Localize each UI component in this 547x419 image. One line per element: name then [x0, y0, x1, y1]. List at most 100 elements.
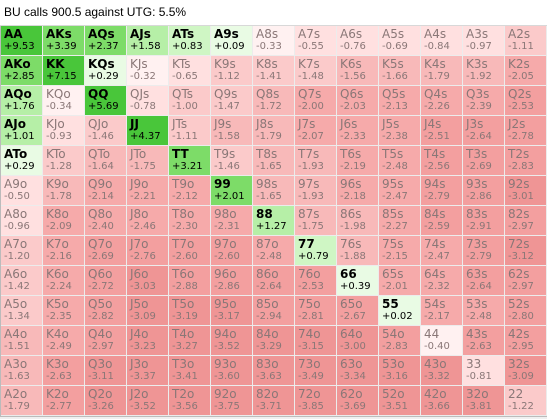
range-cell[interactable]: QTs -1.00	[169, 86, 211, 116]
range-cell[interactable]: J4o -3.23	[127, 326, 169, 356]
range-cell[interactable]: 73s -2.79	[463, 236, 505, 266]
range-cell[interactable]: K4o -2.49	[43, 326, 85, 356]
range-cell[interactable]: A5o -1.34	[1, 296, 43, 326]
range-cell[interactable]: Q3o -3.11	[85, 356, 127, 386]
range-cell[interactable]: 72s -3.12	[505, 236, 547, 266]
range-cell[interactable]: A9o -0.50	[1, 176, 43, 206]
range-cell[interactable]: J7o -2.76	[127, 236, 169, 266]
range-cell[interactable]: J3o -3.37	[127, 356, 169, 386]
range-cell[interactable]: 97o -2.60	[211, 236, 253, 266]
range-cell[interactable]: 84o -3.29	[253, 326, 295, 356]
range-cell[interactable]: Q4o -2.97	[85, 326, 127, 356]
range-cell[interactable]: A4o -1.51	[1, 326, 43, 356]
range-cell[interactable]: Q3s -2.39	[463, 86, 505, 116]
range-cell[interactable]: 86s -1.98	[337, 206, 379, 236]
range-cell[interactable]: T8s -1.65	[253, 146, 295, 176]
range-cell[interactable]: K9s -1.12	[211, 56, 253, 86]
range-cell[interactable]: KK +7.15	[43, 56, 85, 86]
range-cell[interactable]: ATo +0.29	[1, 146, 43, 176]
range-cell[interactable]: Q5s -2.13	[379, 86, 421, 116]
range-cell[interactable]: JTs -1.11	[169, 116, 211, 146]
range-cell[interactable]: A8s -0.33	[253, 26, 295, 56]
range-cell[interactable]: A7o -1.20	[1, 236, 43, 266]
range-cell[interactable]: 96s -2.18	[337, 176, 379, 206]
range-cell[interactable]: A8o -0.96	[1, 206, 43, 236]
range-cell[interactable]: J8o -2.46	[127, 206, 169, 236]
range-cell[interactable]: A6o -1.42	[1, 266, 43, 296]
range-cell[interactable]: A3s -0.97	[463, 26, 505, 56]
range-cell[interactable]: Q6s -2.03	[337, 86, 379, 116]
range-cell[interactable]: 42s -2.95	[505, 326, 547, 356]
range-cell[interactable]: 93o -3.60	[211, 356, 253, 386]
range-cell[interactable]: 64o -3.00	[337, 326, 379, 356]
range-cell[interactable]: 83s -2.91	[463, 206, 505, 236]
range-cell[interactable]: KJo -0.93	[43, 116, 85, 146]
range-cell[interactable]: AQs +2.37	[85, 26, 127, 56]
range-cell[interactable]: 63o -3.34	[337, 356, 379, 386]
range-cell[interactable]: T4s -2.56	[421, 146, 463, 176]
range-cell[interactable]: AA +9.53	[1, 26, 43, 56]
range-cell[interactable]: Q6o -2.72	[85, 266, 127, 296]
range-cell[interactable]: 65o -2.67	[337, 296, 379, 326]
range-cell[interactable]: AQo +1.76	[1, 86, 43, 116]
range-cell[interactable]: 73o -3.49	[295, 356, 337, 386]
range-cell[interactable]: Q7s -2.00	[295, 86, 337, 116]
range-cell[interactable]: 54o -2.83	[379, 326, 421, 356]
range-cell[interactable]: A6s -0.76	[337, 26, 379, 56]
range-cell[interactable]: T8o -2.30	[169, 206, 211, 236]
range-cell[interactable]: Q9o -2.14	[85, 176, 127, 206]
range-cell[interactable]: J2o -3.52	[127, 386, 169, 416]
range-cell[interactable]: J8s -1.79	[253, 116, 295, 146]
range-cell[interactable]: 52s -2.80	[505, 296, 547, 326]
range-cell[interactable]: A5s -0.69	[379, 26, 421, 56]
range-cell[interactable]: 32s -3.09	[505, 356, 547, 386]
range-cell[interactable]: 76o -2.53	[295, 266, 337, 296]
range-cell[interactable]: T9o -2.12	[169, 176, 211, 206]
range-cell[interactable]: J9o -2.21	[127, 176, 169, 206]
range-cell[interactable]: 32o -3.81	[463, 386, 505, 416]
range-cell[interactable]: 92s -3.01	[505, 176, 547, 206]
range-cell[interactable]: AJs +1.58	[127, 26, 169, 56]
range-cell[interactable]: T4o -3.27	[169, 326, 211, 356]
range-cell[interactable]: T6s -2.19	[337, 146, 379, 176]
range-cell[interactable]: 76s -1.88	[337, 236, 379, 266]
range-cell[interactable]: KTo -1.28	[43, 146, 85, 176]
range-cell[interactable]: QJo -1.46	[85, 116, 127, 146]
range-cell[interactable]: 55 +0.02	[379, 296, 421, 326]
range-cell[interactable]: 43o -3.32	[421, 356, 463, 386]
range-cell[interactable]: T2s -2.83	[505, 146, 547, 176]
range-cell[interactable]: A7s -0.55	[295, 26, 337, 56]
range-cell[interactable]: T3o -3.41	[169, 356, 211, 386]
range-cell[interactable]: 66 +0.39	[337, 266, 379, 296]
range-cell[interactable]: 53o -3.16	[379, 356, 421, 386]
range-cell[interactable]: K6o -2.24	[43, 266, 85, 296]
range-cell[interactable]: J5o -3.09	[127, 296, 169, 326]
range-cell[interactable]: QQ +5.69	[85, 86, 127, 116]
range-cell[interactable]: 88 +1.27	[253, 206, 295, 236]
range-cell[interactable]: 94s -2.79	[421, 176, 463, 206]
range-cell[interactable]: J3s -2.64	[463, 116, 505, 146]
range-cell[interactable]: 82s -2.97	[505, 206, 547, 236]
range-cell[interactable]: 85o -2.94	[253, 296, 295, 326]
range-cell[interactable]: 22 -1.22	[505, 386, 547, 416]
range-cell[interactable]: 43s -2.63	[463, 326, 505, 356]
range-cell[interactable]: Q8o -2.40	[85, 206, 127, 236]
range-cell[interactable]: 72o -3.85	[295, 386, 337, 416]
range-cell[interactable]: 86o -2.64	[253, 266, 295, 296]
range-cell[interactable]: T6o -2.88	[169, 266, 211, 296]
range-cell[interactable]: K9o -1.78	[43, 176, 85, 206]
range-cell[interactable]: K7s -1.48	[295, 56, 337, 86]
range-cell[interactable]: J5s -2.38	[379, 116, 421, 146]
range-cell[interactable]: 87s -1.75	[295, 206, 337, 236]
range-cell[interactable]: 92o -3.75	[211, 386, 253, 416]
range-cell[interactable]: JTo -1.75	[127, 146, 169, 176]
range-cell[interactable]: KQo -0.34	[43, 86, 85, 116]
range-cell[interactable]: KTs -0.65	[169, 56, 211, 86]
range-cell[interactable]: 44 -0.40	[421, 326, 463, 356]
range-cell[interactable]: AJo +1.01	[1, 116, 43, 146]
range-cell[interactable]: K8s -1.41	[253, 56, 295, 86]
range-cell[interactable]: 98s -1.65	[253, 176, 295, 206]
range-cell[interactable]: 33 -0.81	[463, 356, 505, 386]
range-cell[interactable]: A2s -1.11	[505, 26, 547, 56]
range-cell[interactable]: 95o -3.17	[211, 296, 253, 326]
